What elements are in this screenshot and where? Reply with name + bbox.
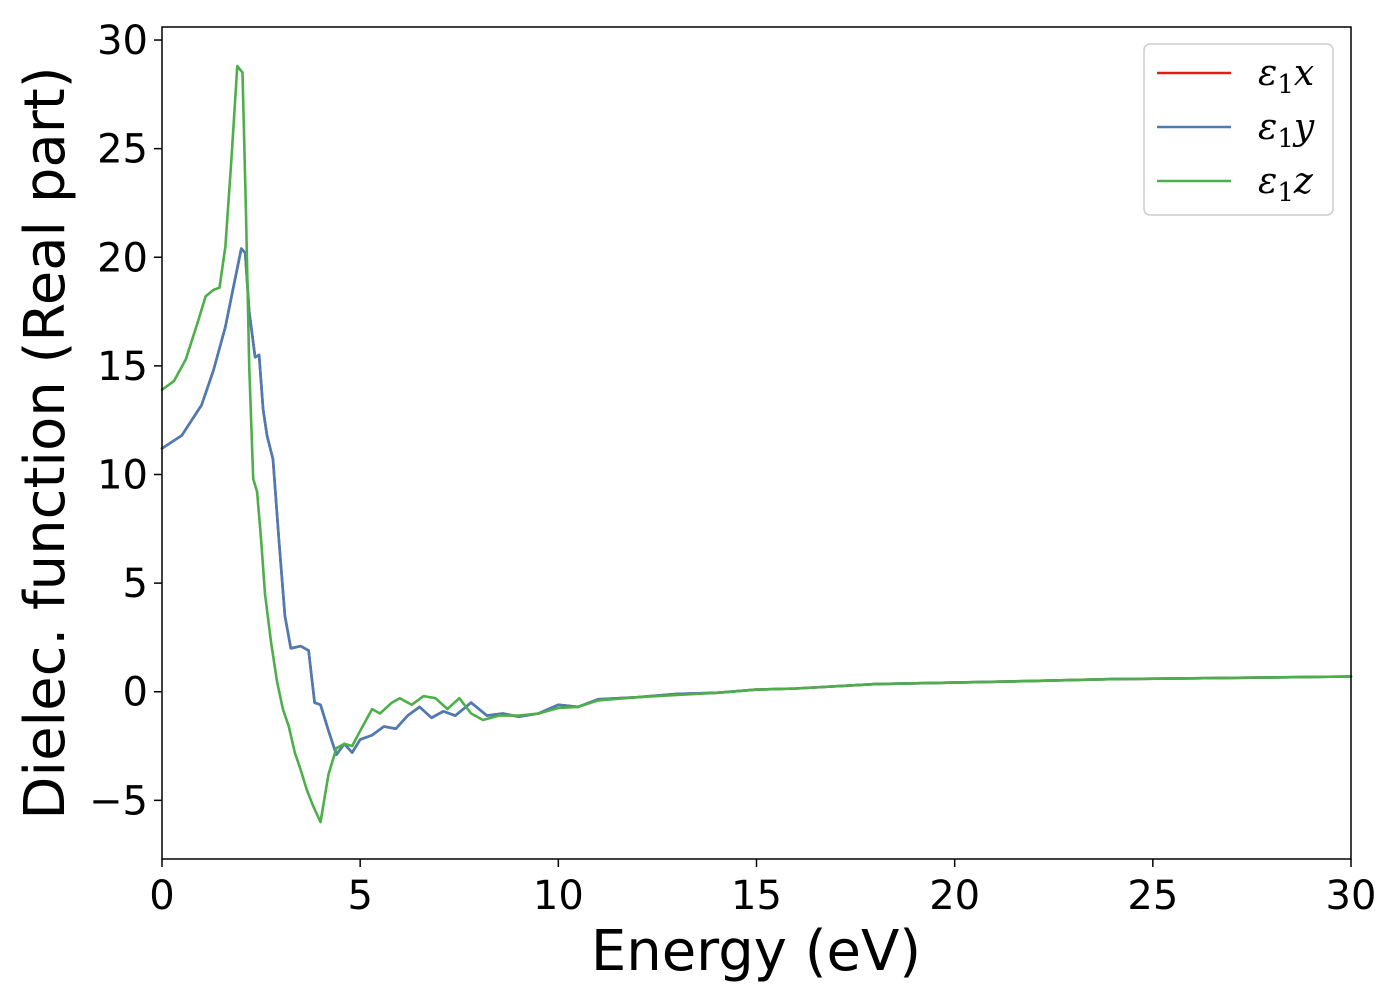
- y-tick-label: −5: [89, 778, 148, 824]
- y-tick-label: 0: [123, 670, 148, 716]
- y-tick-label: 30: [97, 18, 148, 64]
- x-tick-label: 0: [149, 873, 174, 919]
- x-axis-label: Energy (eV): [591, 919, 921, 984]
- legend-label-y: ε1y: [1258, 107, 1315, 154]
- legend-label-x: ε1x: [1258, 53, 1314, 100]
- x-tick-label: 15: [731, 873, 782, 919]
- y-tick-label: 10: [97, 452, 148, 498]
- x-tick-label: 5: [347, 873, 372, 919]
- y-tick-label: 15: [97, 344, 148, 390]
- y-tick-label: 25: [97, 127, 148, 173]
- y-axis-ticks: −5 0 5 10 15 20 25 30: [89, 18, 162, 824]
- series-layer: [160, 64, 1353, 824]
- x-tick-label: 25: [1127, 873, 1178, 919]
- x-tick-label: 10: [533, 873, 584, 919]
- legend: ε1x ε1y ε1z: [1143, 43, 1334, 216]
- legend-box: [1143, 43, 1334, 216]
- x-tick-label: 20: [929, 873, 980, 919]
- x-tick-label: 30: [1326, 873, 1377, 919]
- y-axis-label: Dielec. function (Real part): [13, 66, 78, 819]
- legend-label-z: ε1z: [1258, 161, 1314, 208]
- series-line-z: [160, 64, 1353, 824]
- y-tick-label: 20: [97, 235, 148, 281]
- x-axis-ticks: 0 5 10 15 20 25 30: [149, 859, 1376, 919]
- y-tick-label: 5: [123, 561, 148, 607]
